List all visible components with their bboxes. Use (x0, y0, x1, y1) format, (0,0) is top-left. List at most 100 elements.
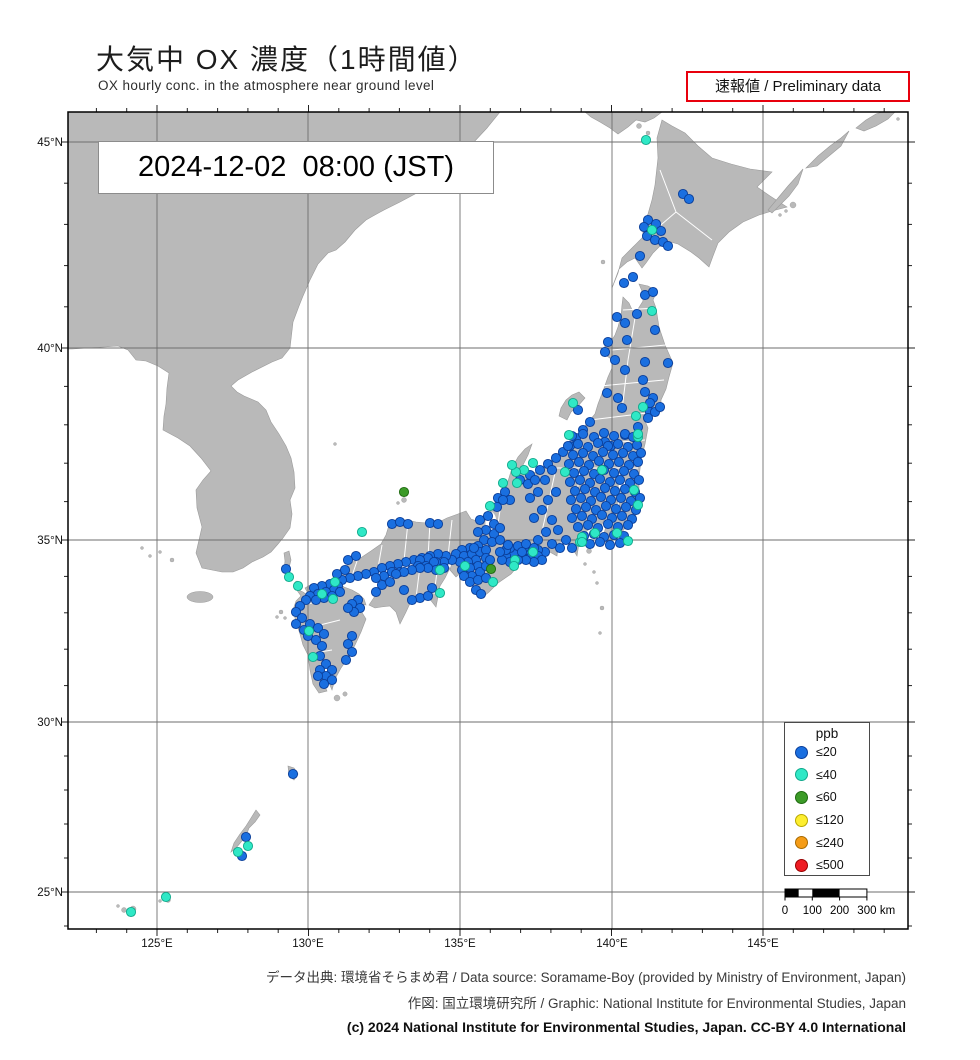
timestamp-text: 2024-12-02 08:00 (JST) (138, 151, 454, 183)
islet (778, 213, 782, 217)
scale-bar: 0 100 200 300 km (782, 888, 895, 917)
station-dot (484, 554, 496, 566)
station-dot (534, 464, 546, 476)
station-dot (307, 651, 319, 663)
islet (401, 497, 407, 503)
station-dot (578, 465, 590, 477)
station-dot (600, 500, 612, 512)
station-dot (458, 570, 470, 582)
station-dot (494, 546, 506, 558)
station-dot (594, 536, 606, 548)
station-dot (609, 485, 621, 497)
station-dot (642, 412, 654, 424)
station-dot (497, 494, 509, 506)
station-dot (602, 518, 614, 530)
station-dot (540, 526, 552, 538)
station-dot (622, 519, 634, 531)
station-dot (572, 521, 584, 533)
station-dot (594, 473, 606, 485)
station-dot (575, 492, 587, 504)
station-dot (609, 354, 621, 366)
station-dot (572, 438, 584, 450)
islet (396, 501, 400, 505)
station-dot (524, 492, 536, 504)
legend-label: ≤240 (816, 835, 844, 850)
station-dot (615, 492, 627, 504)
axis-label-lat: 25°N (37, 887, 63, 899)
legend-label: ≤500 (816, 858, 844, 873)
prefecture-border (589, 411, 656, 421)
station-dot (346, 646, 358, 658)
prefecture-border (659, 169, 677, 213)
station-dot (621, 334, 633, 346)
islet (158, 550, 162, 554)
station-dot (350, 550, 362, 562)
station-dot (487, 576, 499, 588)
station-dot (634, 250, 646, 262)
station-dot (564, 476, 576, 488)
station-dot (497, 477, 509, 489)
axis-label-lon: 125°E (141, 938, 173, 950)
legend-swatch (795, 813, 808, 827)
station-dot (599, 346, 611, 358)
station-dot (542, 494, 554, 506)
station-dot (384, 576, 396, 588)
legend-title: ppb (815, 726, 839, 741)
station-dot (577, 428, 589, 440)
legend-label: ≤40 (816, 767, 837, 782)
station-dot (527, 457, 539, 469)
station-dot (654, 401, 666, 413)
station-dot (287, 768, 299, 780)
page-subtitle: OX hourly conc. in the atmosphere near g… (98, 78, 435, 93)
station-dot (599, 482, 611, 494)
islet (333, 442, 337, 446)
station-dot (485, 563, 497, 575)
station-dot (596, 509, 608, 521)
station-dot (290, 618, 302, 630)
station-dot (612, 438, 624, 450)
station-dot (628, 484, 640, 496)
station-dot (560, 534, 572, 546)
station-dot (327, 593, 339, 605)
station-dot (566, 512, 578, 524)
station-dot (619, 364, 631, 376)
station-dot (613, 456, 625, 468)
legend-label: ≤120 (816, 813, 844, 828)
station-dot (502, 539, 514, 551)
station-dot (508, 560, 520, 572)
station-dot (434, 564, 446, 576)
copyright-line: (c) 2024 National Institute for Environm… (346, 1019, 906, 1035)
prefecture-border (675, 211, 713, 241)
station-dot (567, 449, 579, 461)
islet (278, 609, 284, 615)
station-dot (390, 568, 402, 580)
station-dot (630, 410, 642, 422)
axis-label-lat: 30°N (37, 717, 63, 729)
prefecture-border (447, 519, 453, 557)
station-dot (662, 240, 674, 252)
station-dot (562, 440, 574, 452)
station-dot (579, 483, 591, 495)
station-dot (646, 305, 658, 317)
prefecture-border (611, 344, 667, 351)
islet (116, 904, 120, 908)
islet (896, 117, 900, 121)
station-dot (619, 483, 631, 495)
legend-swatch (795, 790, 808, 804)
scale-bar-label: 0 (782, 905, 788, 917)
station-dot (318, 678, 330, 690)
scale-bar-segment (785, 889, 799, 897)
prefecture-border (599, 379, 665, 387)
station-dot (346, 630, 358, 642)
station-dot (398, 486, 410, 498)
scale-bar-label: 100 (803, 905, 822, 917)
land-layer (68, 112, 900, 913)
station-dot (631, 308, 643, 320)
station-dot (339, 564, 351, 576)
landmass (855, 112, 896, 132)
station-dot (242, 840, 254, 852)
station-dot (559, 466, 571, 478)
legend-label: ≤60 (816, 790, 837, 805)
station-dot (616, 510, 628, 522)
station-dot (597, 446, 609, 458)
